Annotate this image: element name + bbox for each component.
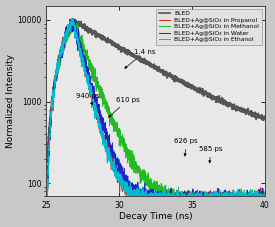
BLED xyxy=(145,61,149,63)
Y-axis label: Normalized Intensity: Normalized Intensity xyxy=(6,54,15,148)
Text: 585 ps: 585 ps xyxy=(199,146,223,163)
BLED+Ag@SiO₂ in Methanol xyxy=(217,193,220,195)
BLED xyxy=(45,160,48,163)
BLED+Ag@SiO₂ in Methanol xyxy=(257,198,260,201)
Line: BLED+Ag@SiO₂ in Water: BLED+Ag@SiO₂ in Water xyxy=(46,19,265,211)
BLED+Ag@SiO₂ in Propanol xyxy=(263,193,266,196)
BLED+Ag@SiO₂ in Methanol xyxy=(56,65,59,68)
BLED+Ag@SiO₂ in Ethanol xyxy=(45,210,48,212)
BLED+Ag@SiO₂ in Water xyxy=(257,194,260,197)
BLED+Ag@SiO₂ in Methanol xyxy=(145,177,149,180)
BLED+Ag@SiO₂ in Ethanol xyxy=(70,18,73,21)
BLED xyxy=(56,63,59,66)
BLED+Ag@SiO₂ in Water xyxy=(45,210,48,212)
BLED+Ag@SiO₂ in Water xyxy=(70,18,73,21)
BLED+Ag@SiO₂ in Water xyxy=(217,204,220,207)
BLED+Ag@SiO₂ in Methanol xyxy=(257,205,260,207)
Line: BLED+Ag@SiO₂ in Propanol: BLED+Ag@SiO₂ in Propanol xyxy=(46,19,265,211)
Line: BLED: BLED xyxy=(46,19,265,162)
Text: 1.4 ns: 1.4 ns xyxy=(125,49,155,68)
BLED+Ag@SiO₂ in Propanol xyxy=(151,197,154,199)
Text: 940 ps: 940 ps xyxy=(76,93,99,105)
BLED+Ag@SiO₂ in Propanol xyxy=(217,197,220,200)
BLED xyxy=(71,18,75,21)
BLED+Ag@SiO₂ in Propanol xyxy=(257,193,260,196)
BLED xyxy=(151,66,154,69)
BLED+Ag@SiO₂ in Methanol xyxy=(263,191,266,194)
Line: BLED+Ag@SiO₂ in Methanol: BLED+Ag@SiO₂ in Methanol xyxy=(46,19,265,211)
Text: 610 ps: 610 ps xyxy=(109,96,140,117)
BLED+Ag@SiO₂ in Ethanol xyxy=(263,202,266,205)
BLED+Ag@SiO₂ in Ethanol xyxy=(151,192,154,195)
BLED+Ag@SiO₂ in Propanol xyxy=(145,193,149,195)
BLED+Ag@SiO₂ in Ethanol xyxy=(257,193,260,196)
BLED+Ag@SiO₂ in Ethanol xyxy=(217,199,220,202)
BLED+Ag@SiO₂ in Ethanol xyxy=(56,64,59,67)
BLED+Ag@SiO₂ in Methanol xyxy=(151,192,154,195)
BLED xyxy=(257,116,260,118)
Line: BLED+Ag@SiO₂ in Ethanol: BLED+Ag@SiO₂ in Ethanol xyxy=(46,19,265,211)
BLED xyxy=(257,116,260,119)
Legend: BLED, BLED+Ag@SiO₂ in Propanol, BLED+Ag@SiO₂ in Methanol, BLED+Ag@SiO₂ in Water,: BLED, BLED+Ag@SiO₂ in Propanol, BLED+Ag@… xyxy=(156,9,262,44)
BLED+Ag@SiO₂ in Propanol xyxy=(45,210,48,212)
BLED+Ag@SiO₂ in Ethanol xyxy=(257,192,260,195)
BLED+Ag@SiO₂ in Propanol xyxy=(68,18,72,21)
BLED+Ag@SiO₂ in Methanol xyxy=(71,18,74,21)
X-axis label: Decay Time (ns): Decay Time (ns) xyxy=(119,212,192,222)
BLED xyxy=(263,117,266,120)
BLED+Ag@SiO₂ in Ethanol xyxy=(145,193,149,196)
BLED+Ag@SiO₂ in Water xyxy=(257,196,260,198)
BLED+Ag@SiO₂ in Water xyxy=(151,197,154,200)
BLED+Ag@SiO₂ in Methanol xyxy=(45,210,48,212)
Text: 626 ps: 626 ps xyxy=(174,138,198,156)
BLED xyxy=(217,99,220,102)
BLED+Ag@SiO₂ in Water xyxy=(145,191,149,194)
BLED+Ag@SiO₂ in Water xyxy=(56,64,59,67)
BLED+Ag@SiO₂ in Propanol xyxy=(257,199,260,202)
BLED+Ag@SiO₂ in Propanol xyxy=(56,64,59,67)
BLED+Ag@SiO₂ in Water xyxy=(263,194,266,197)
